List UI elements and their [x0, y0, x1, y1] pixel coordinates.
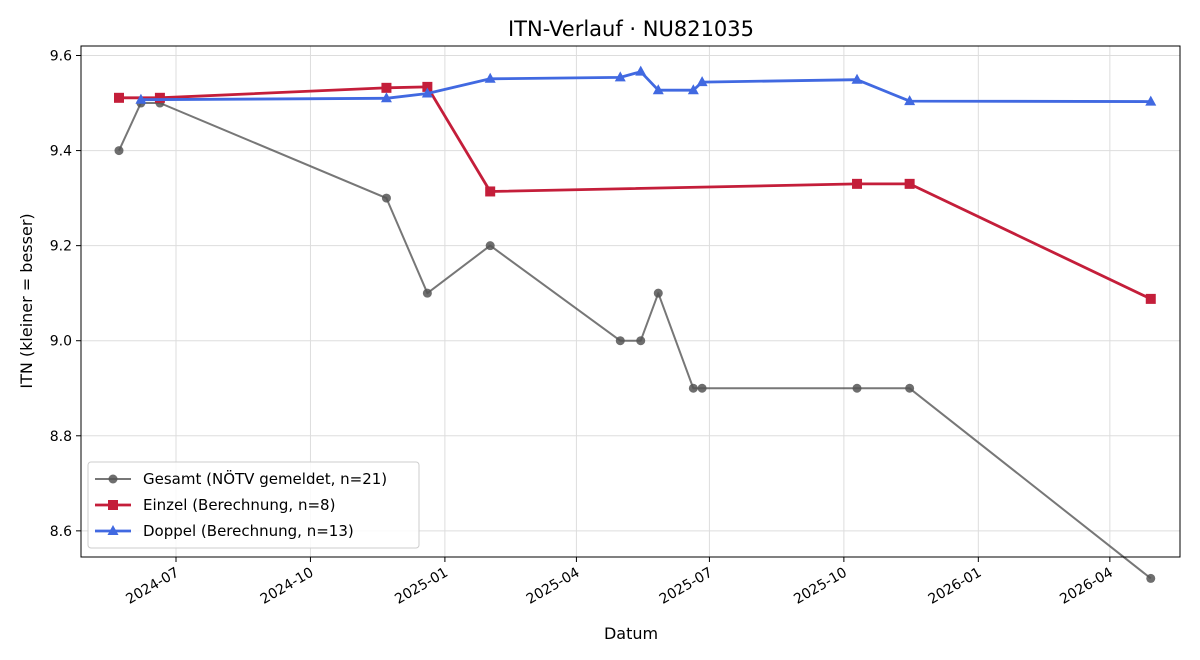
data-point: [381, 193, 391, 203]
series-line: [119, 85, 1152, 301]
y-tick-label: 9.4: [50, 144, 72, 160]
data-point: [154, 92, 165, 103]
data-point: [114, 146, 124, 156]
data-point: [380, 92, 392, 103]
data-point: [1145, 95, 1157, 106]
series-line: [118, 102, 1152, 580]
legend-label: Einzel (Berechnung, n=8): [143, 496, 335, 514]
data-point: [113, 92, 124, 103]
data-point: [852, 383, 862, 393]
x-tick-label: 2025-10: [791, 565, 850, 608]
x-tick-label: 2026-04: [1057, 565, 1116, 608]
legend: Gesamt (NÖTV gemeldet, n=21) Einzel (Bere…: [87, 461, 420, 549]
data-point: [636, 336, 646, 346]
data-point: [422, 288, 432, 298]
chart-title: ITN-Verlauf · NU821035: [508, 17, 754, 41]
data-point: [484, 72, 496, 83]
data-point: [421, 87, 433, 98]
data-point: [905, 383, 915, 393]
data-point: [485, 186, 496, 197]
series-2: [113, 81, 1156, 304]
legend-label: Gesamt (NÖTV gemeldet, n=21): [143, 469, 387, 488]
legend-marker: [108, 500, 118, 510]
series-3: [135, 65, 1157, 106]
x-tick-label: 2025-04: [524, 565, 583, 608]
data-point: [687, 84, 699, 95]
x-axis-label: Datum: [604, 624, 658, 643]
data-point: [1146, 573, 1156, 583]
data-point: [615, 336, 625, 346]
x-axis: 2024-07 2024-10 2025-01 2025-04 2025-07 2025-…: [123, 557, 1116, 608]
data-point: [485, 241, 495, 251]
data-point: [851, 73, 863, 84]
y-axis: 8.6 8.8 9.0 9.2 9.4 9.6: [50, 49, 81, 540]
data-point: [653, 288, 663, 298]
x-tick-label: 2025-07: [657, 565, 716, 608]
legend-label: Doppel (Berechnung, n=13): [143, 522, 354, 540]
series-layer: [113, 65, 1157, 583]
y-tick-label: 9.6: [50, 49, 72, 65]
data-point: [904, 95, 916, 106]
data-point: [696, 76, 708, 87]
legend-marker: [108, 474, 118, 484]
y-axis-label: ITN (kleiner = besser): [17, 213, 36, 388]
y-tick-label: 9.0: [50, 334, 72, 350]
data-point: [904, 178, 915, 189]
x-tick-label: 2024-10: [258, 565, 317, 608]
x-tick-label: 2024-07: [123, 565, 182, 608]
legend-box: [87, 461, 420, 549]
x-tick-label: 2025-01: [392, 565, 451, 608]
data-point: [852, 178, 863, 189]
data-point: [697, 383, 707, 393]
plot-frame: [80, 45, 1181, 558]
y-tick-label: 8.8: [50, 429, 72, 445]
data-point: [635, 65, 647, 76]
series-line: [140, 70, 1151, 103]
y-tick-label: 8.6: [50, 524, 72, 540]
data-point: [614, 71, 626, 82]
legend-marker: [107, 525, 119, 535]
y-tick-label: 9.2: [50, 239, 72, 255]
data-point: [422, 81, 433, 92]
grid: [81, 46, 1180, 557]
data-point: [688, 383, 698, 393]
data-point: [652, 84, 664, 95]
data-point: [1145, 293, 1156, 304]
data-point: [135, 93, 147, 104]
x-tick-label: 2026-01: [926, 565, 985, 608]
data-point: [381, 82, 392, 93]
